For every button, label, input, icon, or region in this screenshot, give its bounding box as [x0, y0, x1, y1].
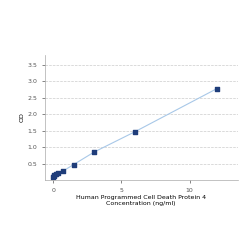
Point [51, 175, 55, 179]
Point [215, 86, 219, 90]
X-axis label: Human Programmed Cell Death Protein 4
Concentration (ng/ml): Human Programmed Cell Death Protein 4 Co… [76, 196, 206, 206]
Point [62, 169, 66, 173]
Point [52, 173, 56, 177]
Point [92, 150, 96, 154]
Point [54, 172, 58, 176]
Point [133, 130, 137, 134]
Point [56, 171, 60, 175]
Y-axis label: OD: OD [20, 112, 25, 122]
Point [72, 162, 76, 166]
Point [52, 174, 56, 178]
